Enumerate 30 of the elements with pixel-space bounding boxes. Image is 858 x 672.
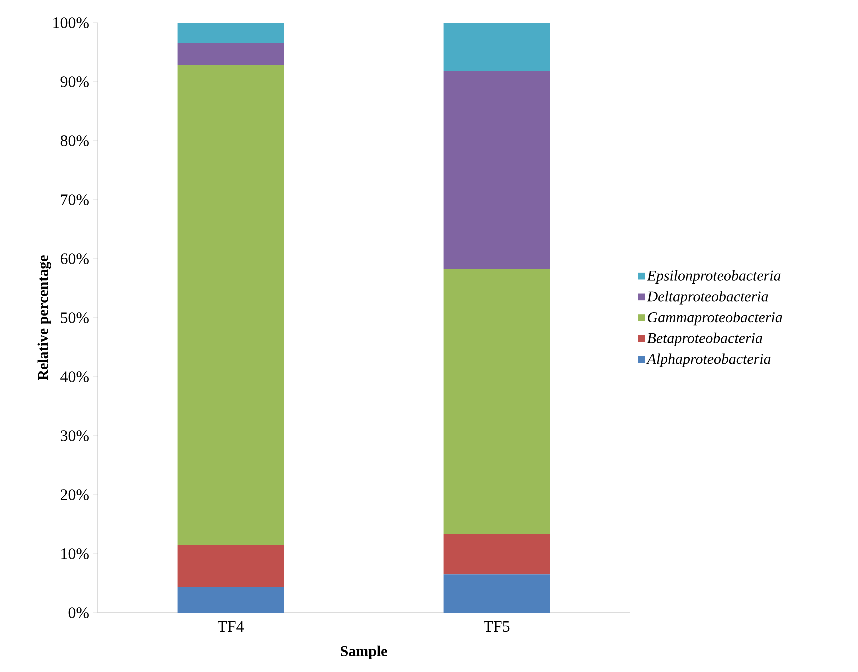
y-tick-label: 70% bbox=[61, 194, 89, 206]
legend-label: Betaproteobacteria bbox=[647, 332, 762, 346]
y-tick-label: 80% bbox=[60, 136, 89, 146]
bar bbox=[444, 269, 550, 534]
bar bbox=[178, 545, 284, 588]
legend-label: Gammaproteobacteria bbox=[648, 312, 782, 326]
bar bbox=[444, 534, 550, 575]
bar bbox=[178, 43, 284, 66]
x-tick-label: TF5 bbox=[484, 622, 510, 632]
bar bbox=[444, 71, 550, 270]
bar bbox=[444, 574, 550, 613]
y-tick-label: 100% bbox=[54, 18, 89, 28]
y-tick-label: 90% bbox=[60, 76, 89, 88]
y-tick-label: 30% bbox=[61, 430, 89, 442]
legend-label: Deltaproteobacteria bbox=[647, 291, 768, 305]
y-tick-label: 50% bbox=[61, 312, 89, 324]
y-tick-label: 60% bbox=[60, 254, 89, 264]
y-tick-label: 20% bbox=[60, 490, 89, 500]
y-tick-label: 0% bbox=[68, 608, 89, 618]
bar bbox=[444, 22, 550, 72]
bar bbox=[178, 65, 284, 546]
x-tick-label: TF4 bbox=[218, 622, 244, 632]
legend-label: Alphaproteobacteria bbox=[646, 354, 771, 368]
y-axis-title: Relative percentage bbox=[38, 256, 52, 380]
bar bbox=[178, 22, 284, 44]
x-axis-title: Sample bbox=[341, 646, 388, 660]
y-tick-label: 40% bbox=[60, 372, 89, 382]
legend-label: Epsilonproteobacteria bbox=[647, 270, 781, 284]
bar bbox=[178, 587, 284, 613]
y-tick-label: 10% bbox=[62, 548, 89, 560]
